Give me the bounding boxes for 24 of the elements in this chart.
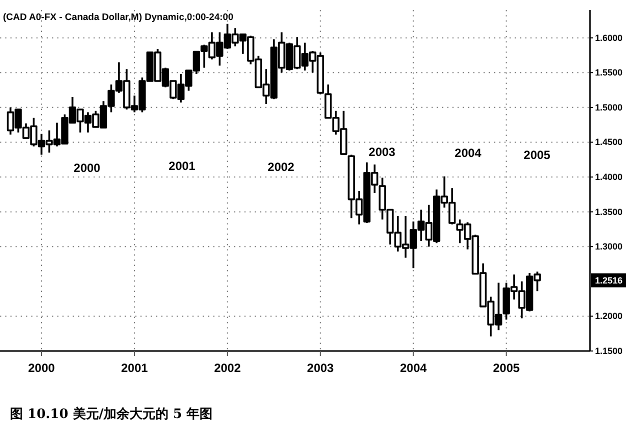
annotation: 2001	[168, 159, 196, 173]
x-tick-label: 2003	[307, 361, 334, 375]
y-tick-label: 1.5500	[595, 68, 623, 78]
y-tick-label: 1.4000	[595, 172, 623, 182]
chart-title: (CAD A0-FX - Canada Dollar,M) Dynamic,0:00-24:00	[3, 12, 234, 23]
annotation: 2002	[268, 160, 295, 174]
annotation: 2000	[74, 161, 101, 175]
x-tick-label: 2000	[28, 361, 56, 375]
y-tick-label: 1.6000	[595, 32, 623, 43]
y-tick-label: 1.4500	[595, 137, 623, 148]
x-tick-label: 2002	[214, 361, 242, 375]
annotation: 2004	[454, 146, 482, 160]
y-tick-label: 1.2000	[595, 311, 623, 322]
x-tick-label: 2004	[400, 361, 428, 375]
x-tick-label: 2001	[121, 361, 148, 375]
y-tick-label: 1.3500	[595, 206, 623, 217]
y-tick-label: 1.1500	[595, 346, 623, 356]
annotation: 2005	[524, 148, 551, 162]
annotation: 2003	[368, 145, 396, 159]
y-tick-label: 1.5000	[595, 102, 623, 112]
y-tick-label: 1.3000	[595, 242, 623, 252]
x-tick-label: 2005	[492, 361, 520, 375]
caption: 图 10.10 美元/加余大元的 5 年图	[10, 406, 213, 422]
annotation: 1.2516	[595, 275, 623, 286]
